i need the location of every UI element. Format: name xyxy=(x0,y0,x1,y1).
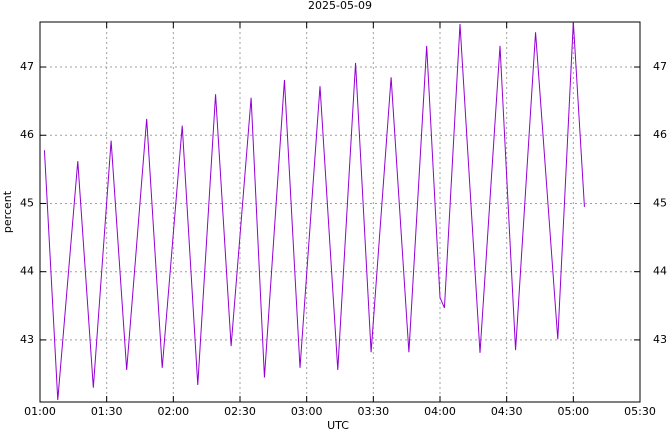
y-tick-label: 46 xyxy=(20,128,34,141)
y-axis-label: percent xyxy=(1,190,14,233)
x-axis-label: UTC xyxy=(327,419,349,432)
y2-tick-label: 43 xyxy=(653,333,667,346)
x-tick-label: 01:00 xyxy=(24,405,56,418)
y-tick-label: 47 xyxy=(20,60,34,73)
data-line xyxy=(43,21,585,400)
y-tick-label: 43 xyxy=(20,333,34,346)
x-tick-label: 01:30 xyxy=(91,405,123,418)
chart-title: 2025-05-09 xyxy=(308,0,372,12)
y2-tick-label: 45 xyxy=(653,196,667,209)
y2-tick-label: 46 xyxy=(653,128,667,141)
y2-tick-label: 44 xyxy=(653,265,667,278)
x-tick-label: 02:30 xyxy=(224,405,256,418)
x-tick-label: 03:00 xyxy=(291,405,323,418)
x-tick-label: 04:00 xyxy=(424,405,456,418)
x-tick-label: 03:30 xyxy=(357,405,389,418)
x-tick-label: 02:00 xyxy=(157,405,189,418)
y-tick-label: 45 xyxy=(20,196,34,209)
x-tick-label: 05:30 xyxy=(624,405,656,418)
x-tick-label: 04:30 xyxy=(491,405,523,418)
x-tick-label: 05:00 xyxy=(557,405,589,418)
plot-border xyxy=(39,21,641,403)
y2-tick-label: 47 xyxy=(653,60,667,73)
y-tick-label: 44 xyxy=(20,265,34,278)
